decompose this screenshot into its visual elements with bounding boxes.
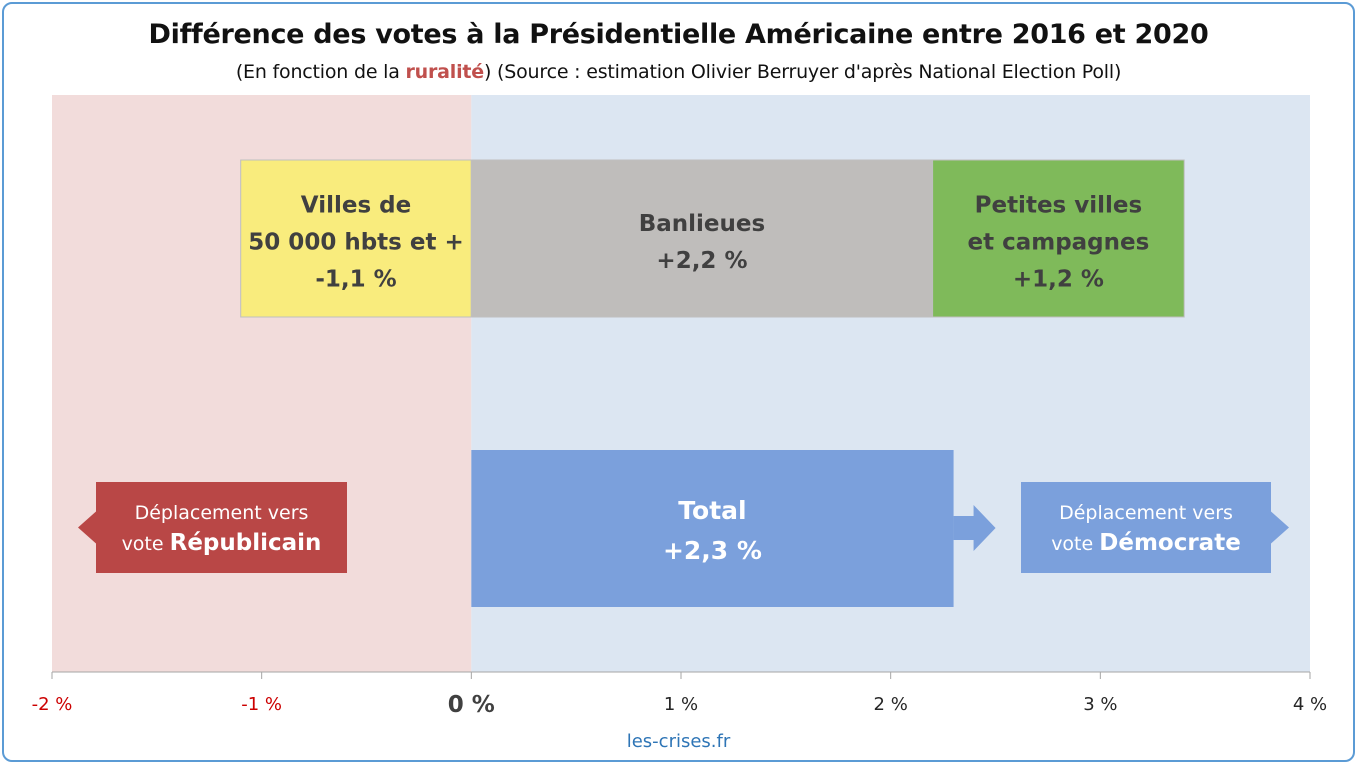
- x-tick-label: 4 %: [1293, 694, 1327, 715]
- subtitle-highlight: ruralité: [405, 61, 485, 83]
- x-tick-label: 3 %: [1083, 694, 1117, 715]
- segment-1: Banlieues +2,2 %: [470, 159, 934, 318]
- total-label: +2,3 %: [663, 536, 762, 565]
- footer-source: les-crises.fr: [626, 731, 731, 752]
- x-tick-label: -1 %: [241, 694, 282, 715]
- segment-0: Villes de 50 000 hbts et + -1,1 %: [240, 159, 472, 318]
- total-bar: [471, 450, 954, 607]
- segment-bar: [240, 159, 472, 318]
- arrow-left-icon: [78, 511, 96, 544]
- chart-title: Différence des votes à la Présidentielle…: [148, 19, 1209, 50]
- segment-label: +1,2 %: [1013, 267, 1104, 293]
- segment-label: -1,1 %: [315, 267, 396, 293]
- segment-bar: [470, 159, 934, 318]
- x-tick-label: -2 %: [32, 694, 73, 715]
- segment-label: +2,2 %: [656, 248, 747, 274]
- democrat-callout-party: Démocrate: [1099, 530, 1241, 556]
- republican-callout-vote-word: vote: [122, 533, 170, 555]
- subtitle-after: ) (Source : estimation Olivier Berruyer …: [484, 61, 1122, 83]
- republican-callout: Déplacement vers vote Républicain: [78, 482, 347, 573]
- x-tick-label: 0 %: [448, 692, 495, 718]
- segment-label: et campagnes: [967, 230, 1149, 256]
- democrat-callout-vote-word: vote: [1051, 533, 1099, 555]
- x-tick-label: 2 %: [874, 694, 908, 715]
- republican-callout-box: [96, 482, 347, 573]
- democrat-callout-prefix: Déplacement vers: [1059, 502, 1233, 524]
- republican-callout-prefix: Déplacement vers: [135, 502, 309, 524]
- segment-2: Petites villes et campagnes +1,2 %: [932, 159, 1185, 318]
- arrow-right-icon: [1271, 511, 1289, 544]
- segment-label: Petites villes: [975, 193, 1143, 219]
- democrat-callout-vote-line: vote Démocrate: [1051, 530, 1241, 556]
- segment-bar: [932, 159, 1185, 318]
- total-group: Total +2,3 %: [471, 450, 996, 607]
- total-label: Total: [678, 496, 746, 525]
- republican-callout-party: Républicain: [170, 530, 322, 556]
- democrat-callout-box: [1021, 482, 1271, 573]
- chart-subtitle: (En fonction de la ruralité) (Source : e…: [4, 61, 1353, 83]
- x-tick-label: 1 %: [664, 694, 698, 715]
- total-arrow-icon: [953, 505, 996, 551]
- segment-label: Banlieues: [639, 211, 765, 237]
- democrat-callout: Déplacement vers vote Démocrate: [1021, 482, 1289, 573]
- segment-label: Villes de: [301, 193, 411, 219]
- subtitle-before: (En fonction de la: [235, 61, 406, 83]
- republican-callout-vote-line: vote Républicain: [122, 530, 322, 556]
- segment-label: 50 000 hbts et +: [248, 230, 463, 256]
